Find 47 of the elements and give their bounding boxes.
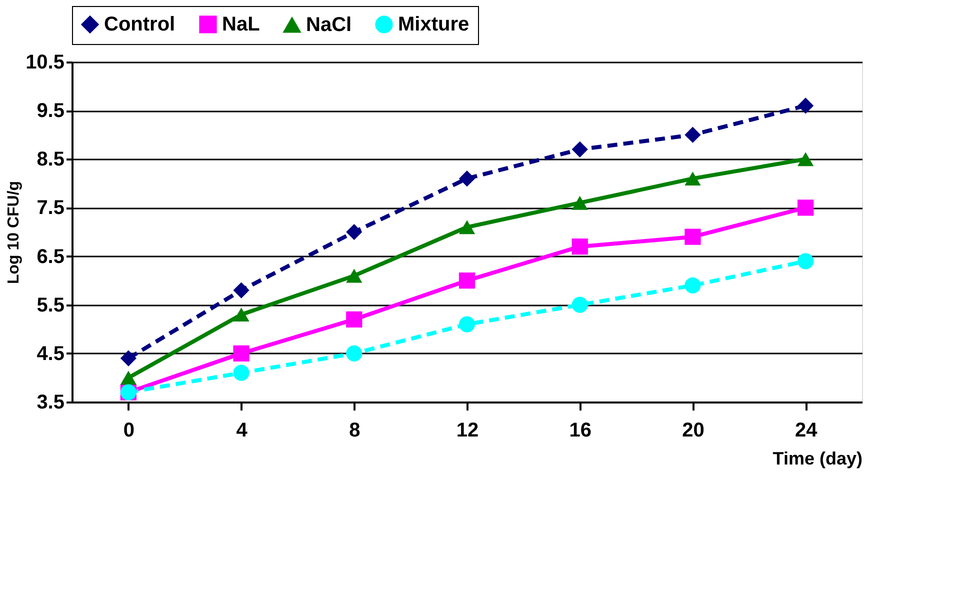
point — [798, 152, 814, 166]
point — [120, 350, 136, 366]
legend-label: NaL — [222, 13, 260, 36]
point — [572, 296, 588, 313]
point — [458, 316, 476, 332]
point — [798, 98, 814, 114]
point — [346, 224, 362, 240]
x-tick-label: 8 — [349, 420, 360, 442]
y-axis-title: Log 10 CFU/g — [6, 180, 23, 284]
point — [684, 228, 701, 245]
point — [458, 220, 476, 234]
point — [233, 364, 250, 381]
point — [572, 196, 588, 210]
point — [120, 370, 136, 385]
point — [684, 277, 701, 294]
y-tick-label: 8.5 — [36, 148, 64, 171]
legend-label: NaCl — [306, 14, 352, 36]
point — [572, 141, 588, 158]
point — [346, 311, 362, 328]
x-tick-label: 20 — [682, 420, 704, 442]
point — [233, 345, 250, 362]
legend-label: Mixture — [398, 13, 470, 36]
x-tick-label: 12 — [456, 420, 479, 442]
y-tick-label: 6.5 — [36, 246, 64, 268]
point — [233, 282, 250, 298]
x-tick-label: 24 — [794, 420, 818, 442]
y-tick-label: 3.5 — [36, 392, 64, 414]
point — [798, 200, 814, 216]
point — [684, 172, 701, 186]
x-tick-label: 16 — [569, 420, 592, 442]
point — [572, 238, 588, 255]
legend-label: Control — [104, 13, 176, 36]
point — [233, 308, 250, 322]
point — [458, 272, 476, 289]
x-tick-label: 0 — [123, 420, 134, 442]
x-axis-title: Time (day) — [772, 448, 862, 468]
y-tick-label: 10.5 — [26, 52, 64, 74]
y-tick-label: 4.5 — [36, 342, 64, 365]
point — [798, 253, 814, 270]
point — [346, 268, 362, 283]
y-tick-label: 5.5 — [36, 294, 64, 316]
point — [684, 126, 701, 143]
y-tick-label: 9.5 — [36, 100, 64, 122]
y-tick-label: 7.5 — [36, 197, 64, 220]
point — [458, 170, 476, 187]
x-tick-label: 4 — [236, 420, 248, 442]
point — [346, 345, 362, 362]
